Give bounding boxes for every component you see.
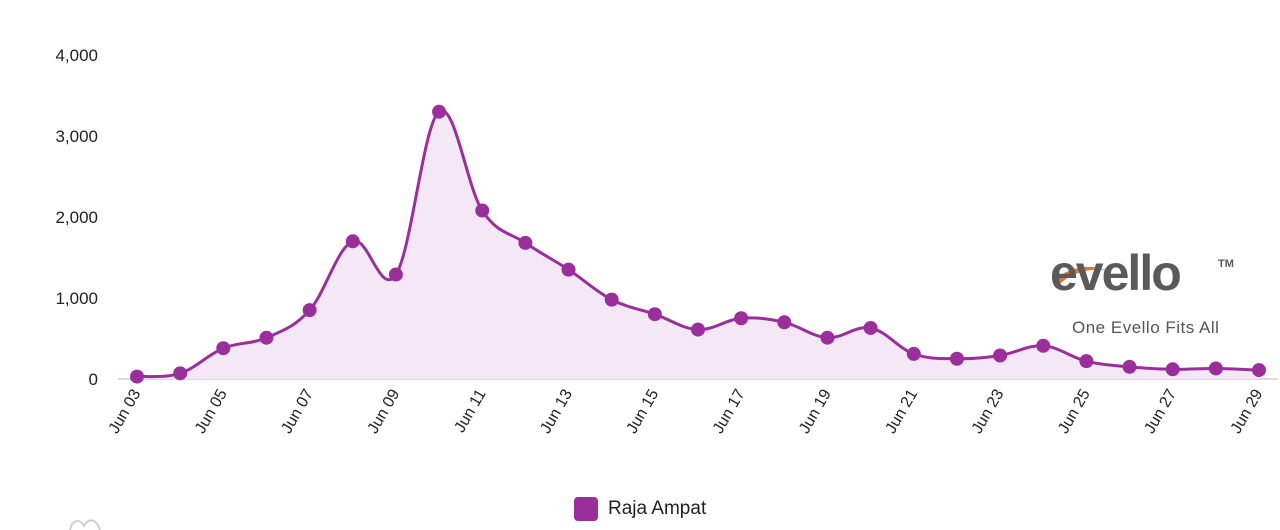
y-axis-ticks: 0 1,000 2,000 3,000 4,000 bbox=[55, 46, 98, 389]
data-point[interactable] bbox=[949, 351, 964, 366]
x-tick-label: Jun 27 bbox=[1141, 386, 1180, 436]
data-point[interactable] bbox=[475, 203, 490, 218]
data-point[interactable] bbox=[777, 315, 792, 330]
data-point[interactable] bbox=[345, 234, 360, 249]
series-area-fill bbox=[137, 110, 1259, 380]
x-tick-label: Jun 17 bbox=[710, 386, 749, 436]
x-tick-label: Jun 25 bbox=[1055, 386, 1094, 436]
x-tick-label: Jun 19 bbox=[796, 386, 835, 436]
data-point[interactable] bbox=[173, 366, 188, 381]
data-point[interactable] bbox=[216, 341, 231, 356]
data-point[interactable] bbox=[647, 307, 662, 322]
data-point[interactable] bbox=[1208, 361, 1223, 376]
y-tick-label: 2,000 bbox=[55, 208, 98, 227]
data-point[interactable] bbox=[863, 320, 878, 335]
data-point[interactable] bbox=[259, 330, 274, 345]
data-point[interactable] bbox=[302, 303, 317, 318]
x-tick-label: Jun 05 bbox=[192, 386, 231, 436]
data-point[interactable] bbox=[1165, 362, 1180, 377]
data-point[interactable] bbox=[691, 322, 705, 337]
series-line bbox=[136, 109, 1260, 379]
data-point[interactable] bbox=[1036, 338, 1051, 353]
data-point[interactable] bbox=[1122, 359, 1137, 374]
x-tick-label: Jun 11 bbox=[452, 386, 490, 435]
legend: Raja Ampat bbox=[574, 497, 706, 521]
data-point[interactable] bbox=[604, 292, 619, 307]
logo-wordmark: evello bbox=[1050, 245, 1182, 301]
legend-label: Raja Ampat bbox=[608, 498, 707, 519]
x-tick-label: Jun 03 bbox=[106, 386, 145, 436]
data-point[interactable] bbox=[993, 348, 1008, 363]
evello-logo: evello TM One Evello Fits All bbox=[1050, 245, 1250, 345]
data-point[interactable] bbox=[130, 369, 144, 384]
y-tick-label: 1,000 bbox=[55, 289, 98, 308]
x-tick-label: Jun 29 bbox=[1228, 386, 1267, 436]
data-point[interactable] bbox=[561, 262, 576, 277]
data-point[interactable] bbox=[518, 235, 533, 250]
logo-trademark: TM bbox=[1218, 258, 1234, 270]
data-point[interactable] bbox=[388, 267, 403, 282]
x-tick-label: Jun 23 bbox=[969, 386, 1008, 436]
data-point[interactable] bbox=[1079, 354, 1094, 369]
x-tick-label: Jun 07 bbox=[278, 386, 317, 436]
data-point[interactable] bbox=[734, 311, 749, 326]
x-tick-label: Jun 13 bbox=[537, 386, 576, 436]
data-point[interactable] bbox=[1252, 363, 1266, 378]
corner-watermark-icon bbox=[69, 519, 101, 530]
data-point[interactable] bbox=[906, 346, 921, 361]
y-tick-label: 4,000 bbox=[55, 46, 98, 65]
data-point[interactable] bbox=[432, 104, 447, 119]
x-tick-label: Jun 09 bbox=[365, 386, 404, 436]
data-point[interactable] bbox=[820, 330, 835, 345]
x-axis-ticks: Jun 03 Jun 05 Jun 07 Jun 09 Jun 11 Jun 13 Jun … bbox=[106, 386, 1267, 436]
x-tick-label: Jun 21 bbox=[882, 386, 921, 436]
x-tick-label: Jun 15 bbox=[624, 386, 663, 436]
logo-swoosh-icon bbox=[1054, 266, 1106, 284]
y-tick-label: 3,000 bbox=[55, 127, 98, 146]
logo-tagline: One Evello Fits All bbox=[1072, 318, 1220, 337]
y-tick-label: 0 bbox=[89, 370, 98, 389]
legend-swatch bbox=[574, 497, 598, 521]
series-points bbox=[130, 104, 1266, 384]
